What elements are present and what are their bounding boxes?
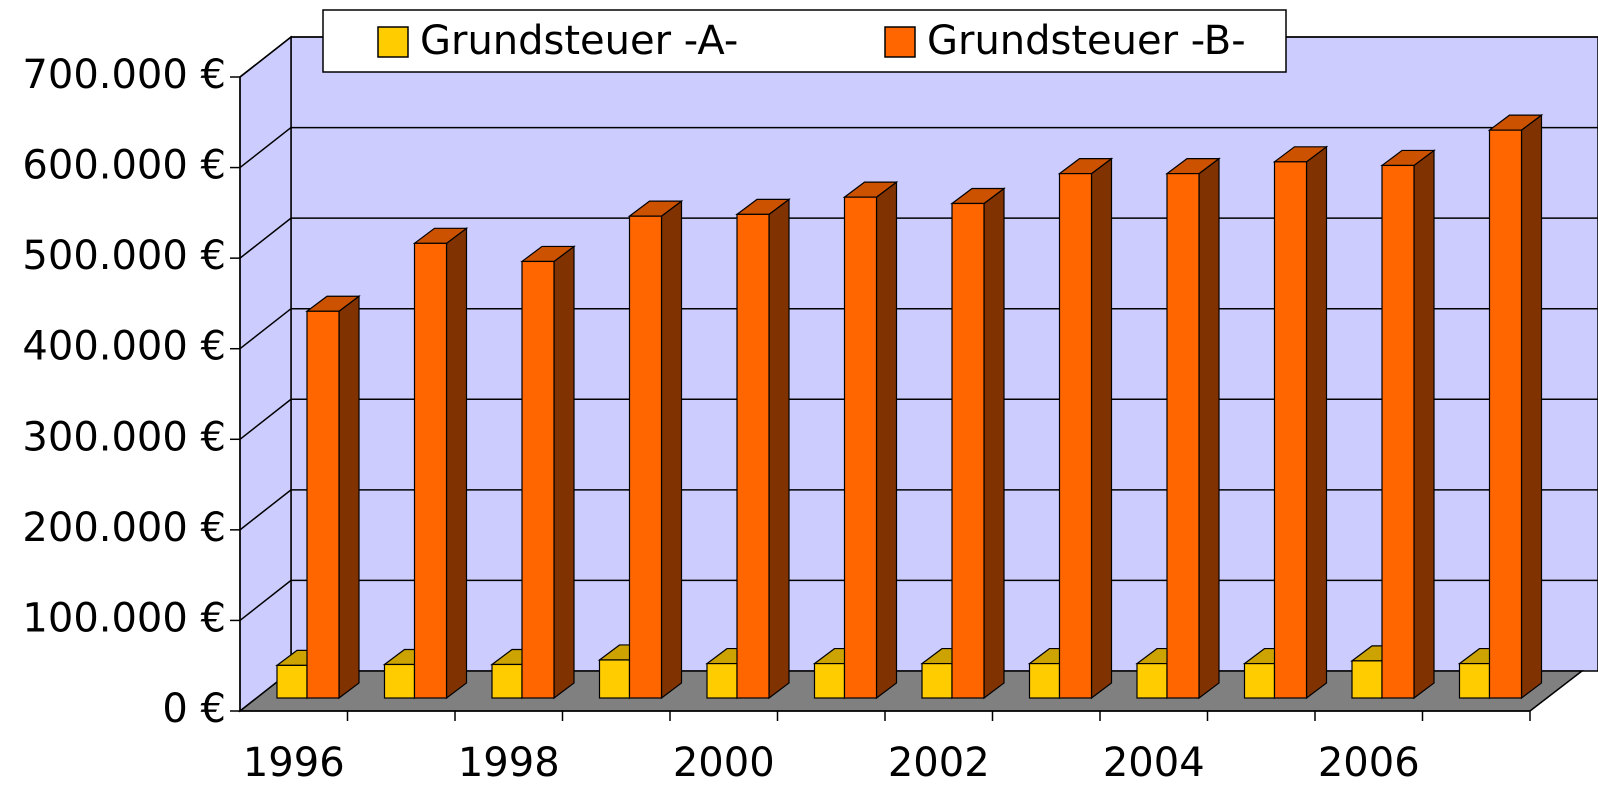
- bar-side: [553, 245, 575, 700]
- y-tick-label: 300.000 €: [22, 414, 226, 460]
- bar: [413, 242, 448, 699]
- legend-swatch: [884, 26, 916, 58]
- y-tick-label: 0 €: [162, 686, 226, 732]
- bar: [276, 664, 308, 699]
- bar-side: [660, 199, 683, 700]
- x-tick-label: 2000: [673, 740, 775, 786]
- bar: [1243, 662, 1276, 699]
- axes: 0 € 100.000 € 200.000 € 300.000 € 400.000 € 5…: [22, 52, 1531, 786]
- y-tick-label: 700.000 €: [22, 52, 226, 98]
- x-tick-label: 1996: [243, 740, 345, 786]
- bar-side: [983, 187, 1005, 700]
- legend-label: Grundsteuer -B-: [927, 18, 1246, 64]
- bar: [1136, 662, 1168, 699]
- bar-side: [445, 227, 468, 700]
- bar: [1028, 662, 1061, 699]
- legend-swatch: [377, 26, 409, 58]
- bar: [706, 662, 738, 699]
- bar: [813, 662, 846, 699]
- bar: [843, 196, 878, 699]
- y-tick-label: 100.000 €: [22, 595, 226, 641]
- grid-line: [239, 489, 1598, 531]
- bar: [521, 260, 555, 699]
- grid-line: [239, 126, 1598, 169]
- bar: [306, 310, 340, 699]
- bar-side: [1090, 157, 1113, 700]
- x-tick-label: 2004: [1103, 740, 1205, 786]
- y-tick-label: 200.000 €: [22, 505, 226, 551]
- bar: [921, 662, 953, 699]
- bar-side: [1520, 113, 1543, 700]
- bar: [1488, 129, 1523, 699]
- x-tick-label: 1998: [458, 740, 560, 786]
- bar-side: [338, 295, 360, 700]
- bars: [275, 113, 1544, 700]
- legend-label: Grundsteuer -A-: [420, 18, 738, 64]
- bar-side: [1198, 157, 1220, 700]
- bar: [1458, 662, 1491, 699]
- bar: [951, 202, 985, 699]
- bar: [736, 213, 770, 699]
- bar: [1273, 161, 1308, 699]
- grid-line: [239, 307, 1598, 350]
- legend: Grundsteuer -A- Grundsteuer -B-: [322, 9, 1287, 73]
- bar: [1381, 164, 1415, 699]
- bar: [1351, 660, 1383, 699]
- bar: [598, 659, 631, 699]
- side-wall: [239, 35, 292, 713]
- bar-side: [1413, 149, 1435, 700]
- y-tick-label: 600.000 €: [22, 143, 226, 189]
- x-tick-label: 2006: [1318, 740, 1420, 786]
- x-tick-label: 2002: [888, 740, 990, 786]
- legend-box: [322, 9, 1287, 73]
- bar: [383, 663, 416, 699]
- bar: [491, 663, 523, 699]
- grid-line: [239, 398, 1598, 440]
- bar-side: [875, 180, 898, 700]
- grid-line: [239, 217, 1598, 259]
- bar: [628, 215, 663, 699]
- bar-side: [1305, 145, 1328, 700]
- y-tick-label: 500.000 €: [22, 233, 226, 279]
- y-tick-label: 400.000 €: [22, 324, 226, 370]
- grid-line: [239, 579, 1598, 622]
- bar: [1166, 172, 1200, 699]
- bar-side: [768, 198, 790, 700]
- bar: [1058, 172, 1093, 699]
